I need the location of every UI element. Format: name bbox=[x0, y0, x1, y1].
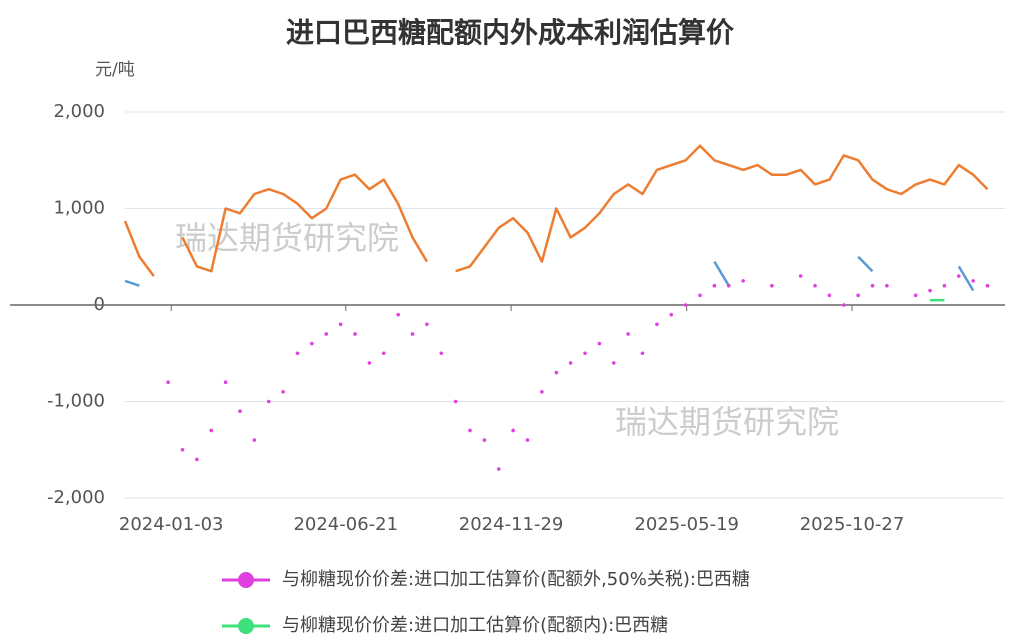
data-point bbox=[482, 438, 487, 442]
legend-icon bbox=[238, 572, 254, 588]
data-point bbox=[496, 467, 501, 471]
x-tick-label: 2025-05-19 bbox=[634, 514, 739, 535]
x-tick-label: 2024-11-29 bbox=[459, 514, 564, 535]
data-point bbox=[324, 332, 329, 336]
data-point bbox=[669, 312, 674, 317]
series-line bbox=[123, 144, 989, 277]
data-point bbox=[726, 283, 731, 288]
data-point bbox=[655, 322, 659, 327]
watermark: 瑞达期货研究院 bbox=[175, 219, 399, 257]
series-line bbox=[124, 255, 975, 292]
data-point bbox=[266, 399, 271, 404]
data-point bbox=[856, 293, 860, 298]
data-point bbox=[971, 279, 975, 283]
data-point bbox=[942, 283, 947, 288]
data-point bbox=[985, 283, 990, 288]
data-point bbox=[425, 322, 429, 327]
data-point bbox=[195, 457, 199, 462]
x-tick-label: 2024-06-21 bbox=[293, 514, 398, 535]
data-point bbox=[554, 370, 559, 375]
data-point bbox=[640, 351, 645, 356]
data-point bbox=[453, 399, 458, 404]
data-point bbox=[381, 351, 386, 356]
data-point bbox=[913, 293, 918, 298]
data-point bbox=[180, 447, 185, 452]
data-point bbox=[870, 283, 875, 288]
y-tick-label: -2,000 bbox=[47, 487, 105, 508]
y-tick-label: 1,000 bbox=[53, 198, 105, 219]
data-point bbox=[540, 390, 544, 394]
data-point bbox=[166, 380, 170, 385]
data-point bbox=[525, 438, 530, 442]
data-point bbox=[252, 438, 257, 442]
data-point bbox=[238, 409, 242, 413]
data-point bbox=[223, 380, 228, 385]
data-point bbox=[468, 428, 472, 433]
x-tick-label: 2024-01-03 bbox=[119, 514, 224, 535]
data-point bbox=[439, 351, 444, 356]
data-point bbox=[511, 428, 515, 433]
data-point bbox=[396, 312, 400, 317]
data-point bbox=[841, 303, 846, 307]
chart-title: 进口巴西糖配额内外成本利润估算价 bbox=[286, 16, 735, 49]
data-point bbox=[956, 274, 961, 278]
y-tick-label: 2,000 bbox=[53, 101, 105, 122]
data-point bbox=[410, 332, 415, 336]
data-point bbox=[281, 390, 285, 394]
data-point bbox=[683, 303, 688, 307]
y-axis-label: 元/吨 bbox=[95, 60, 135, 80]
data-point bbox=[885, 283, 889, 288]
data-point bbox=[798, 274, 803, 278]
data-point bbox=[367, 361, 372, 365]
data-point bbox=[827, 293, 832, 298]
data-point bbox=[353, 332, 357, 336]
legend-label: 与柳糖现价价差:进口加工估算价(配额外,50%关税):巴西糖 bbox=[282, 569, 750, 590]
data-point bbox=[597, 341, 602, 346]
data-point bbox=[338, 322, 343, 327]
data-point bbox=[568, 361, 573, 365]
data-point bbox=[741, 279, 745, 283]
legend-label: 与柳糖现价价差:进口加工估算价(配额内):巴西糖 bbox=[282, 615, 668, 636]
watermark: 瑞达期货研究院 bbox=[615, 403, 839, 441]
data-point bbox=[310, 341, 314, 346]
data-point bbox=[712, 283, 717, 288]
data-point bbox=[611, 361, 616, 365]
legend-icon bbox=[238, 618, 254, 634]
y-tick-label: -1,000 bbox=[47, 391, 105, 412]
x-tick-label: 2025-10-27 bbox=[800, 514, 905, 535]
data-point bbox=[770, 283, 774, 288]
data-point bbox=[626, 332, 630, 336]
data-point bbox=[295, 351, 300, 356]
data-point bbox=[583, 351, 587, 356]
data-point bbox=[209, 428, 214, 433]
data-point bbox=[928, 288, 932, 293]
data-point bbox=[813, 283, 817, 288]
data-point bbox=[698, 293, 702, 298]
